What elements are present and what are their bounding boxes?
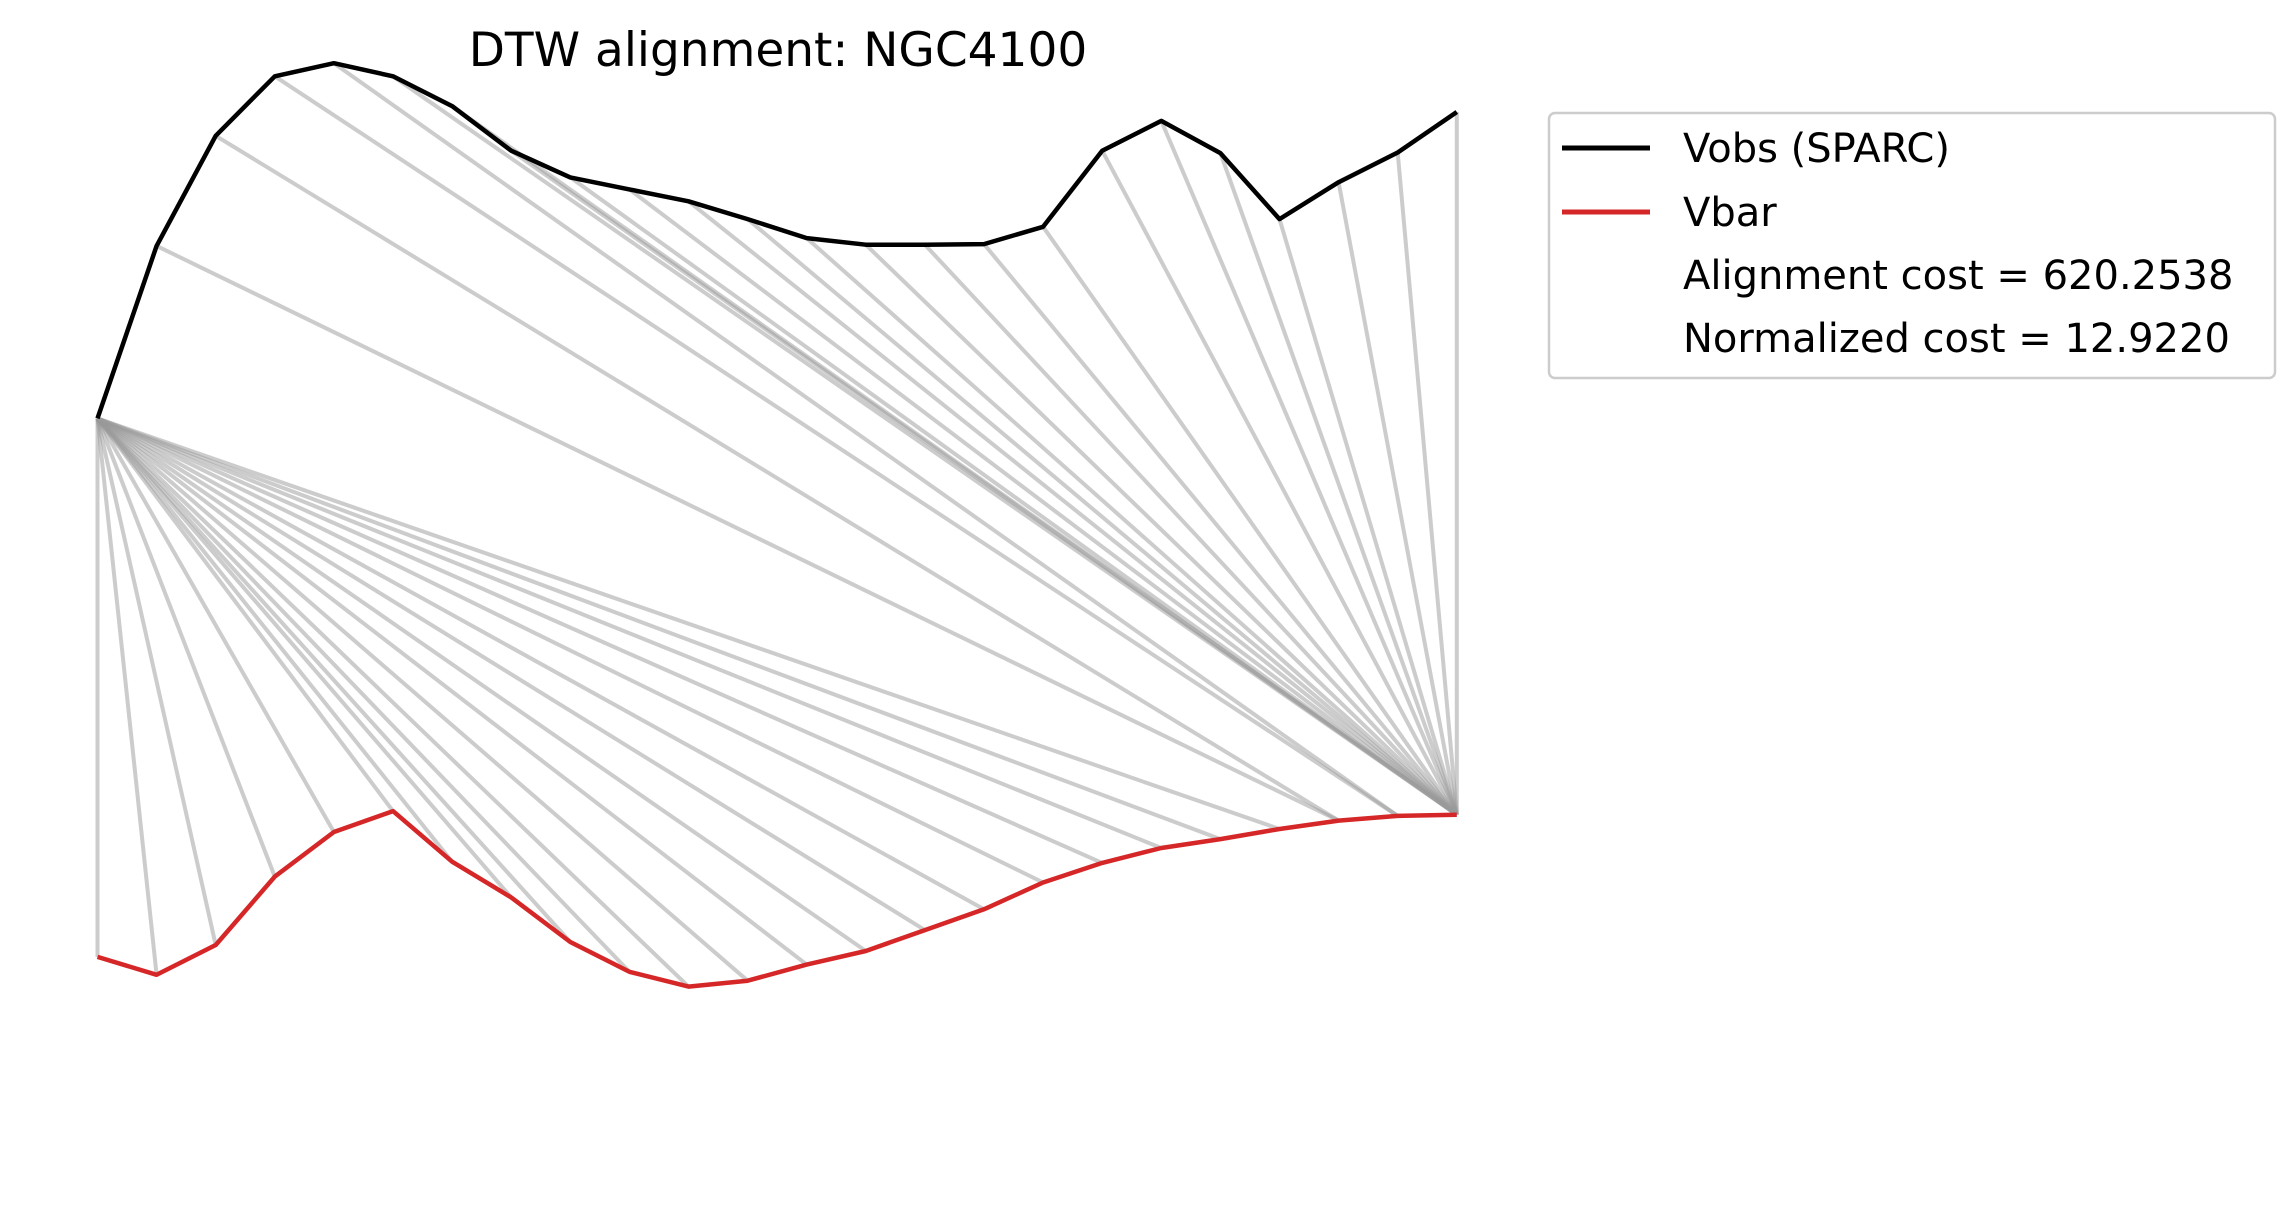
alignment-line-28 bbox=[569, 175, 1458, 817]
alignment-line-2 bbox=[95, 417, 218, 946]
alignment-line-7 bbox=[95, 417, 513, 899]
alignment-line-20 bbox=[96, 416, 1281, 831]
legend-frame bbox=[1547, 111, 2277, 380]
alignment-line-34 bbox=[923, 243, 1459, 817]
legend-label-vobs: Vobs (SPARC) bbox=[1683, 126, 1950, 172]
alignment-line-33 bbox=[864, 243, 1459, 817]
legend: Vobs (SPARC) Vbar Alignment cost = 620.2… bbox=[1547, 111, 2277, 380]
alignment-line-12 bbox=[96, 416, 808, 967]
alignment-line-21 bbox=[155, 244, 1340, 823]
alignment-line-24 bbox=[332, 61, 1399, 818]
alignment-line-3 bbox=[95, 417, 277, 878]
alignment-line-38 bbox=[1159, 120, 1459, 816]
alignment-line-37 bbox=[1100, 149, 1459, 816]
alignment-line-36 bbox=[1041, 225, 1459, 816]
alignment-line-1 bbox=[95, 418, 159, 976]
legend-normalized-cost: Normalized cost = 12.9220 bbox=[1683, 316, 2230, 362]
chart-title: DTW alignment: NGC4100 bbox=[469, 23, 1088, 78]
series-line-vbar bbox=[96, 808, 1457, 989]
alignment-line-9 bbox=[96, 417, 631, 974]
alignment-line-16 bbox=[96, 416, 1044, 885]
legend-label-vbar: Vbar bbox=[1683, 190, 1777, 236]
alignment-line-8 bbox=[96, 417, 572, 944]
alignment-line-15 bbox=[96, 416, 985, 912]
alignment-line-40 bbox=[1277, 218, 1459, 816]
alignment-line-18 bbox=[96, 416, 1163, 850]
alignment-line-22 bbox=[214, 134, 1340, 823]
alignment-line-19 bbox=[96, 416, 1222, 841]
series-lines bbox=[95, 60, 1459, 989]
alignment-line-14 bbox=[96, 416, 926, 932]
alignment-line-11 bbox=[96, 416, 749, 983]
alignment-line-10 bbox=[96, 416, 690, 989]
alignment-line-42 bbox=[1395, 152, 1459, 815]
alignment-line-30 bbox=[687, 199, 1459, 817]
alignment-lines bbox=[95, 61, 1459, 989]
alignment-line-4 bbox=[95, 417, 336, 833]
alignment-line-27 bbox=[510, 149, 1458, 817]
series-line-vobs bbox=[95, 60, 1459, 420]
alignment-line-41 bbox=[1336, 181, 1459, 816]
alignment-line-35 bbox=[982, 242, 1459, 816]
alignment-line-39 bbox=[1218, 152, 1459, 816]
alignment-line-17 bbox=[96, 416, 1104, 865]
alignment-line-5 bbox=[95, 417, 395, 813]
alignment-line-32 bbox=[805, 236, 1459, 817]
alignment-line-13 bbox=[96, 416, 867, 953]
alignment-line-31 bbox=[746, 217, 1459, 817]
alignment-line-23 bbox=[273, 74, 1399, 818]
legend-alignment-cost: Alignment cost = 620.2538 bbox=[1683, 253, 2233, 299]
alignment-line-6 bbox=[95, 417, 454, 863]
alignment-line-29 bbox=[628, 187, 1459, 817]
